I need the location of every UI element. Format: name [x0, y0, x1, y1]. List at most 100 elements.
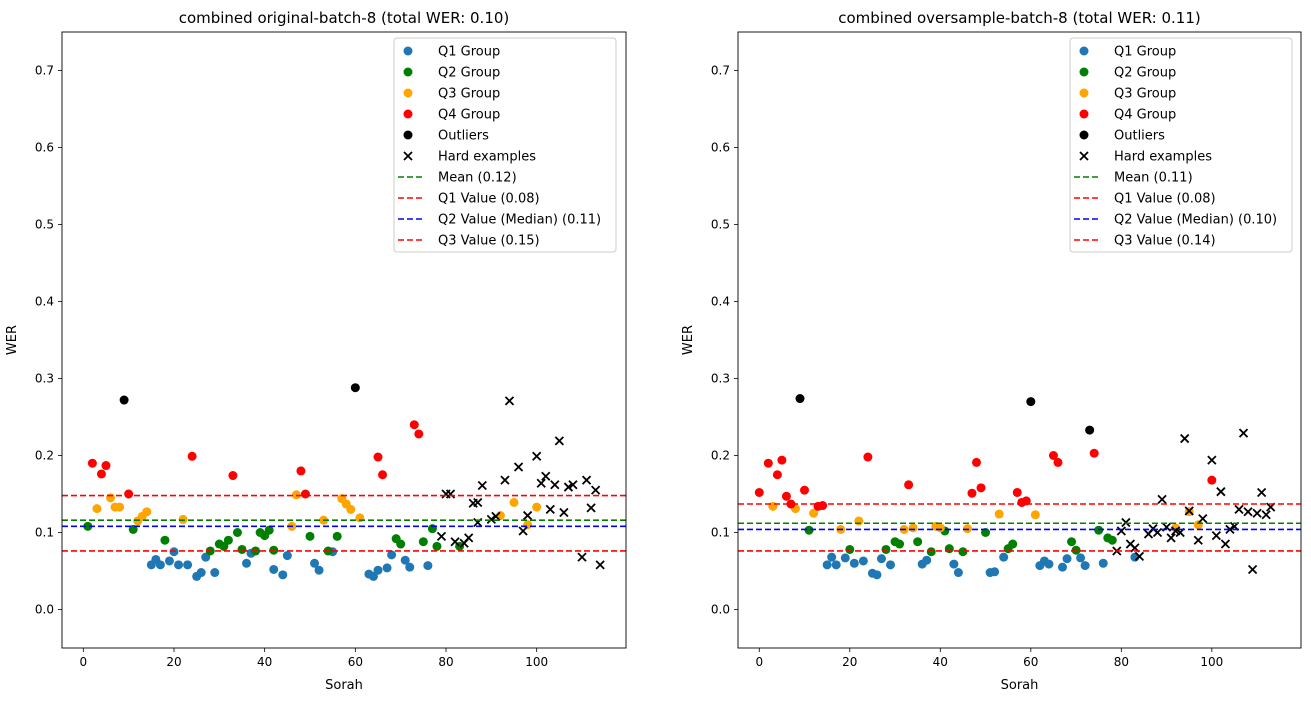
data-point	[196, 568, 206, 578]
data-point	[432, 541, 442, 551]
x-tick-label: 100	[1200, 655, 1223, 669]
data-point	[124, 489, 134, 499]
legend-marker	[403, 67, 413, 77]
data-point	[754, 487, 764, 497]
data-point	[368, 571, 378, 581]
data-point	[1089, 448, 1099, 458]
hard-example-point	[1261, 510, 1271, 520]
y-tick-label: 0.7	[35, 64, 54, 78]
data-point	[967, 488, 977, 498]
legend-marker	[403, 109, 413, 119]
data-point	[881, 544, 891, 554]
data-point	[809, 508, 819, 518]
data-point	[831, 560, 841, 570]
legend-label: Mean (0.11)	[1114, 171, 1193, 186]
hard-example-point	[545, 504, 555, 515]
hard-example-point	[1238, 428, 1249, 438]
legend-label: Q2 Group	[438, 66, 500, 81]
y-tick-label: 0.4	[35, 295, 54, 309]
chart-original-batch-8: combined original-batch-8 (total WER: 0.…	[5, 9, 627, 693]
hard-example-point	[586, 503, 596, 513]
data-point	[763, 458, 773, 468]
data-point	[804, 525, 814, 535]
hard-example-point	[559, 507, 569, 518]
data-point	[822, 560, 832, 570]
hard-example-point	[541, 471, 551, 481]
hard-example-point	[1234, 504, 1244, 515]
data-point	[994, 509, 1004, 519]
data-point	[1030, 510, 1040, 520]
x-tick-label: 0	[79, 655, 87, 669]
x-tick-label: 20	[842, 655, 857, 669]
chart-title: combined original-batch-8 (total WER: 0.…	[179, 9, 510, 27]
legend-label: Q3 Value (0.15)	[438, 234, 540, 249]
data-point	[876, 554, 886, 564]
legend-item: Hard examples	[1079, 150, 1212, 165]
y-tick-label: 0.6	[35, 141, 54, 155]
data-point	[305, 531, 315, 541]
data-point	[895, 539, 905, 549]
x-tick-label: 80	[1114, 655, 1129, 669]
data-point	[523, 520, 533, 530]
data-point	[187, 451, 197, 461]
x-tick-label: 0	[755, 655, 763, 669]
data-point	[904, 480, 914, 490]
data-point	[949, 559, 959, 569]
data-point	[976, 483, 986, 493]
data-point	[87, 458, 97, 468]
y-axis-label: WER	[681, 325, 696, 355]
data-point	[858, 556, 868, 566]
series-q1-group	[822, 552, 1140, 580]
data-point	[1026, 397, 1036, 407]
legend-marker	[403, 151, 413, 161]
data-point	[990, 567, 1000, 577]
legend-marker	[1079, 46, 1089, 56]
data-point	[418, 537, 428, 547]
hard-example-point	[1247, 564, 1258, 575]
data-point	[772, 470, 782, 480]
legend-marker	[1079, 130, 1089, 140]
x-axis-label: Sorah	[325, 678, 363, 693]
hard-example-point	[477, 480, 487, 491]
data-point	[164, 556, 174, 566]
data-point	[863, 452, 873, 462]
plot-data	[62, 383, 626, 581]
data-point	[854, 516, 864, 526]
data-point	[174, 560, 184, 570]
data-point	[423, 561, 433, 571]
legend-item: Outliers	[1079, 129, 1165, 144]
data-point	[1048, 451, 1058, 460]
legend: Q1 Group Q2 Group Q3 Group Q4 Group Outliers…	[1069, 37, 1293, 253]
data-point	[183, 560, 193, 570]
hard-example-point	[1211, 530, 1222, 541]
legend: Q1 Group Q2 Group Q3 Group Q4 Group Outliers…	[393, 37, 617, 253]
data-point	[373, 565, 383, 575]
series-q2-group	[804, 525, 1117, 557]
series-outliers	[119, 383, 360, 405]
data-point	[958, 547, 968, 557]
data-point	[278, 570, 288, 580]
y-tick-label: 0.3	[35, 372, 54, 386]
legend-item: Q3 Value (0.15)	[398, 234, 540, 249]
data-point	[953, 568, 963, 578]
y-tick-label: 0.7	[711, 64, 730, 78]
data-point	[414, 429, 424, 439]
data-point	[786, 499, 796, 509]
hard-example-point	[1134, 551, 1145, 562]
data-point	[119, 395, 129, 405]
data-point	[999, 552, 1009, 562]
data-point	[935, 523, 945, 533]
data-point	[242, 558, 252, 568]
data-point	[509, 497, 519, 507]
data-point	[228, 471, 238, 481]
legend-item: Q2 Group	[1079, 66, 1176, 81]
legend-item: Q2 Value (Median) (0.10)	[1074, 213, 1277, 228]
data-point	[232, 528, 242, 537]
x-tick-label: 40	[933, 655, 948, 669]
data-point	[332, 531, 342, 541]
legend-label: Q1 Value (0.08)	[438, 192, 540, 207]
data-point	[818, 501, 828, 511]
legend-label: Q2 Group	[1114, 66, 1176, 81]
data-point	[201, 552, 211, 562]
axes-frame	[61, 31, 627, 649]
